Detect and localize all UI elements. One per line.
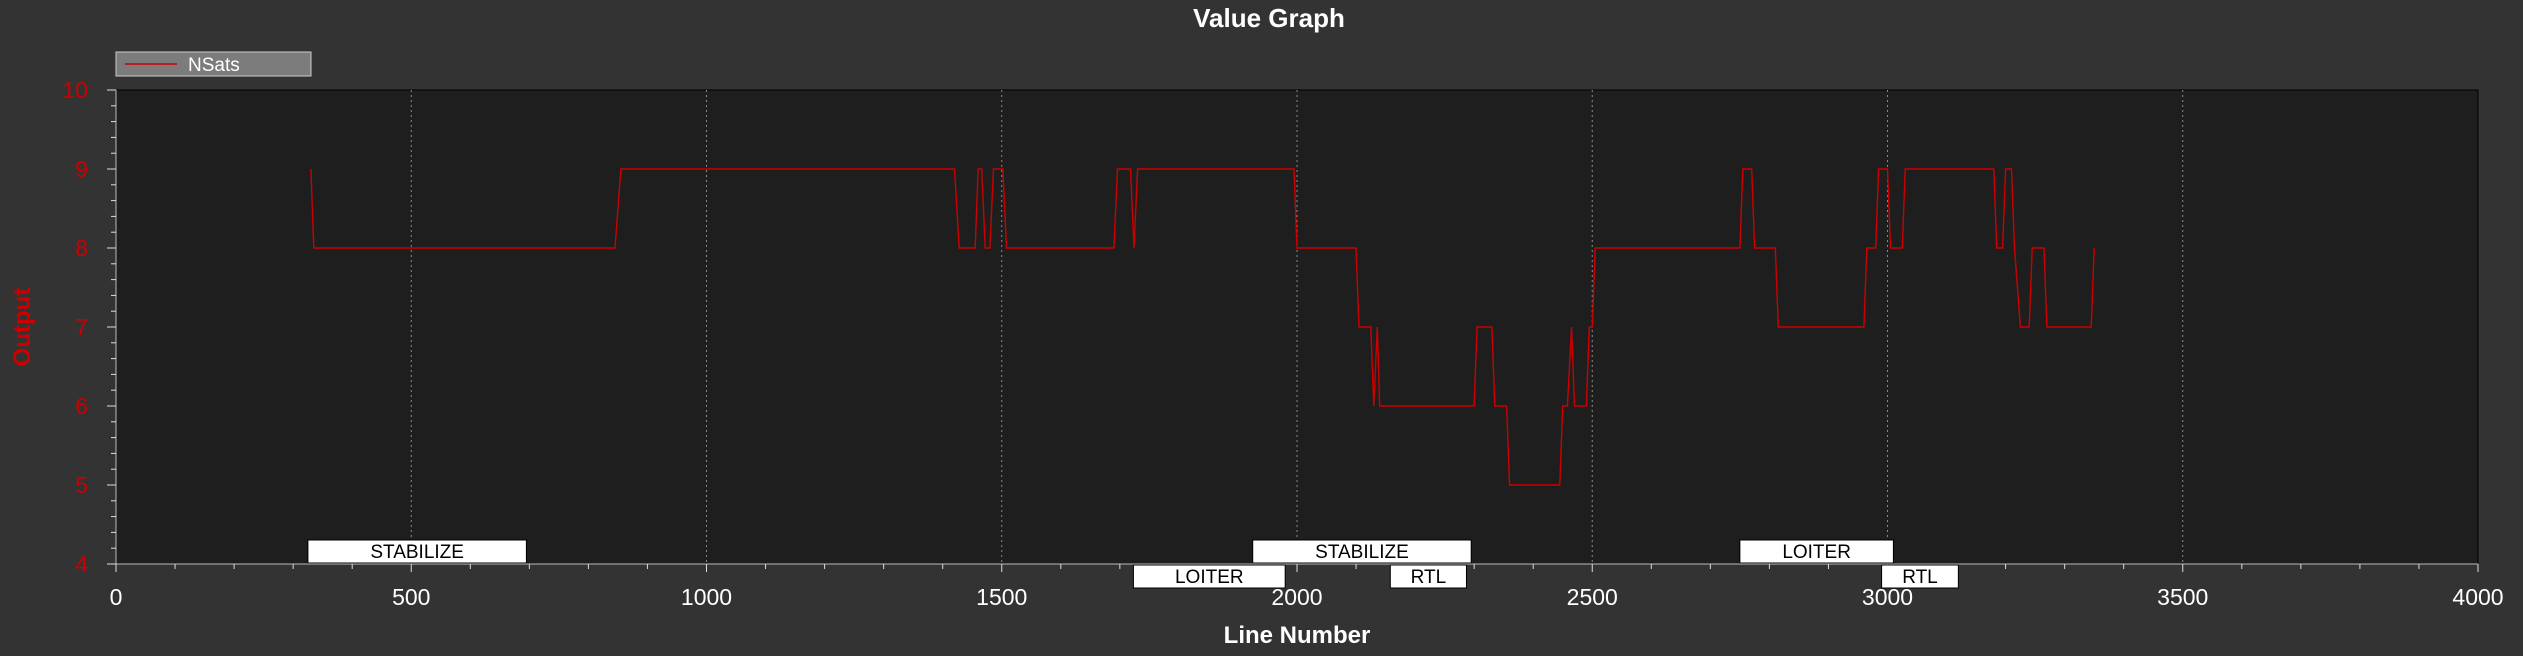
mode-label-text: LOITER	[1782, 542, 1851, 563]
series-layer	[310, 168, 2095, 486]
y-tick-label: 6	[75, 393, 88, 419]
mode-label-box	[307, 539, 527, 564]
mode-label-text: RTL	[1411, 567, 1447, 588]
x-tick-label: 2500	[1567, 584, 1618, 610]
series-line-nsats	[310, 168, 2095, 486]
x-tick-label: 0	[110, 584, 123, 610]
x-tick-label: 1500	[976, 584, 1027, 610]
mode-label-text: STABILIZE	[370, 542, 464, 563]
mode-label-box	[1739, 539, 1894, 564]
x-tick-label: 500	[392, 584, 430, 610]
mode-label-box	[1389, 564, 1467, 589]
y-tick-label: 4	[75, 551, 88, 577]
y-axis-label: Output	[9, 288, 36, 367]
y-tick-label: 8	[75, 235, 88, 261]
mode-label-text: RTL	[1902, 567, 1938, 588]
chart-title: Value Graph	[1193, 3, 1345, 33]
mode-label-text: STABILIZE	[1315, 542, 1409, 563]
x-tick-label: 4000	[2452, 584, 2503, 610]
y-tick-label: 9	[75, 156, 88, 182]
legend[interactable]: NSats	[115, 51, 312, 77]
y-tick-label: 10	[62, 77, 88, 103]
y-tick-label: 7	[75, 314, 88, 340]
grid-lines	[410, 90, 2184, 564]
y-tick-label: 5	[75, 472, 88, 498]
x-tick-label: 3500	[2157, 584, 2208, 610]
mode-label-box	[1132, 564, 1286, 589]
mode-label-text: LOITER	[1175, 567, 1244, 588]
x-axis-label: Line Number	[1224, 622, 1371, 649]
legend-label: NSats	[188, 55, 240, 76]
mode-label-box	[1881, 564, 1959, 589]
x-tick-label: 1000	[681, 584, 732, 610]
mode-label-box	[1252, 539, 1472, 564]
